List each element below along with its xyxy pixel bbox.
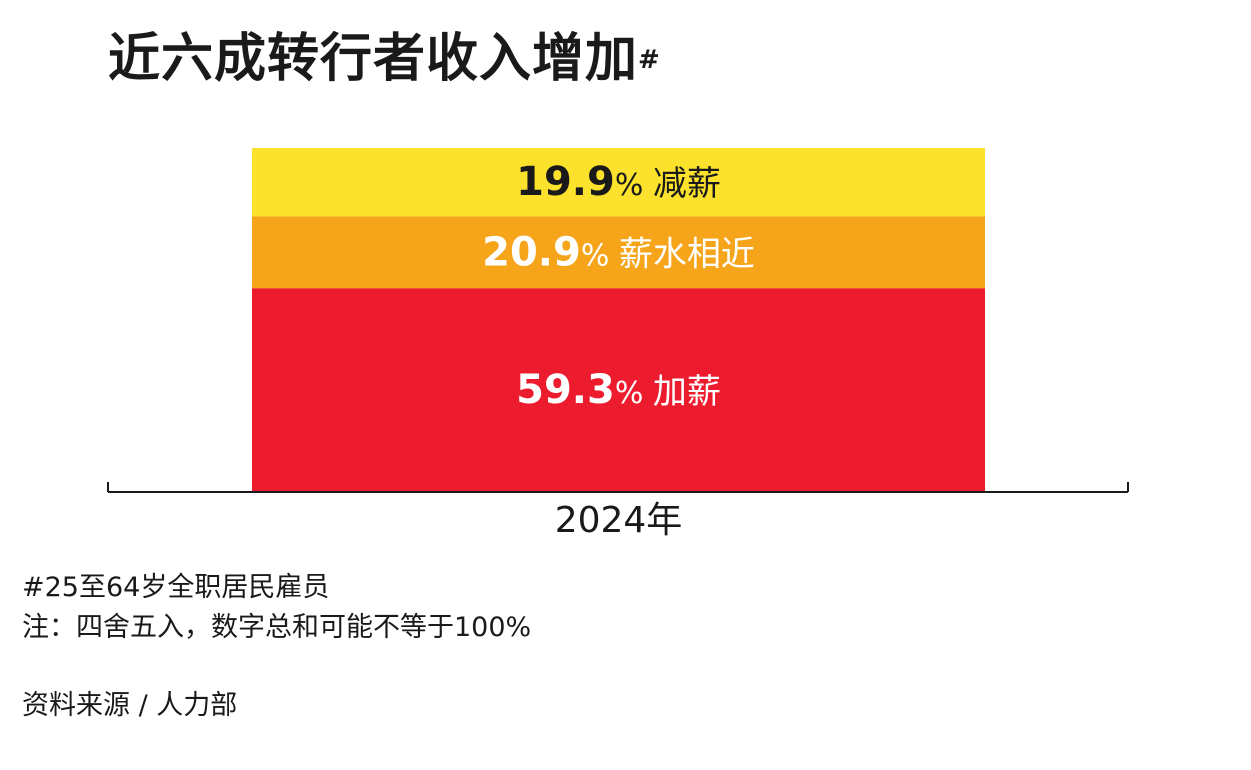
x-tick-label-1: 2024年 <box>555 500 683 541</box>
chart-title-text: 近六成转行者收入增加 <box>108 29 639 89</box>
stacked-bar-chart: 59.3% 加薪 20.9% 薪水相近 19.9% 减薪 2024年 <box>107 148 1129 541</box>
data-label-2: 20.9% 薪水相近 <box>482 229 755 275</box>
footnote-population: #25至64岁全职居民雇员 <box>22 572 330 603</box>
data-label-1: 59.3% 加薪 <box>516 367 721 413</box>
bar-segment-2 <box>252 216 985 289</box>
data-label-3: 19.9% 减薪 <box>516 159 721 205</box>
footnote-rounding: 注：四舍五入，数字总和可能不等于100% <box>22 612 532 643</box>
chart-title: 近六成转行者收入增加# <box>108 28 661 90</box>
bar-segment-1 <box>252 288 985 492</box>
bar-segment-3 <box>252 148 985 217</box>
footnotes: #25至64岁全职居民雇员 注：四舍五入，数字总和可能不等于100% <box>22 568 531 648</box>
source-credit: 资料来源 / 人力部 <box>22 690 238 721</box>
chart-title-marker: # <box>638 44 661 75</box>
